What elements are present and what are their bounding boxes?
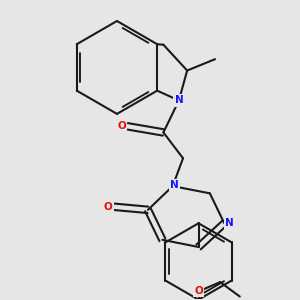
Text: N: N	[225, 218, 233, 228]
Text: N: N	[170, 180, 178, 190]
Text: N: N	[175, 95, 183, 106]
Text: O: O	[117, 121, 126, 131]
Text: O: O	[104, 202, 113, 212]
Text: O: O	[194, 286, 203, 296]
